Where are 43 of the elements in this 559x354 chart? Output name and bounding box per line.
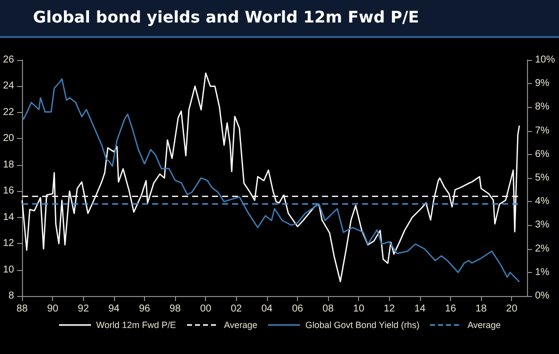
- y-tick-label: 8: [8, 290, 15, 302]
- y-tick-label: 18: [3, 159, 15, 170]
- y2-tick-label: 2%: [535, 243, 550, 254]
- y2-tick-label: 9%: [535, 78, 550, 90]
- x-tick-label: 08: [322, 304, 334, 314]
- y2-tick-label: 0%: [535, 290, 550, 302]
- x-tick-label: 98: [170, 304, 182, 314]
- x-tick-label: 16: [444, 304, 457, 314]
- x-tick-label: 88: [16, 304, 28, 314]
- chart-title: Global bond yields and World 12m Fwd P/E: [33, 8, 419, 26]
- x-tick-label: 12: [384, 304, 396, 314]
- y-tick-label: 16: [3, 186, 15, 197]
- y2-tick-label: 1%: [535, 266, 550, 278]
- y-tick-label: 14: [3, 212, 15, 223]
- y2-tick-label: 4%: [535, 196, 550, 208]
- y-tick-label: 12: [3, 238, 15, 250]
- x-tick-label: 96: [138, 304, 151, 314]
- x-tick-label: 20: [506, 304, 518, 314]
- x-tick-label: 10: [353, 304, 365, 314]
- x-tick-label: 90: [47, 304, 59, 314]
- x-tick-label: 06: [292, 304, 304, 314]
- x-tick-label: 92: [78, 304, 90, 314]
- y-tick-label: 10: [3, 264, 15, 276]
- legend-label: Average: [224, 320, 258, 330]
- x-tick-label: 94: [108, 304, 120, 314]
- y2-tick-label: 6%: [535, 148, 550, 160]
- y-tick-label: 22: [3, 106, 15, 118]
- y2-tick-label: 10%: [535, 54, 556, 66]
- y2-tick-label: 5%: [535, 172, 550, 184]
- y2-tick-label: 3%: [535, 220, 550, 231]
- x-tick-label: 02: [230, 304, 242, 314]
- y-tick-label: 20: [3, 133, 15, 144]
- x-tick-label: 14: [414, 304, 426, 314]
- x-tick-label: 00: [200, 304, 212, 314]
- y-tick-label: 26: [3, 54, 15, 66]
- legend-label: Average: [467, 320, 501, 330]
- x-tick-label: 18: [476, 304, 488, 314]
- legend-label: Global Govt Bond Yield (rhs): [305, 320, 420, 330]
- y2-tick-label: 7%: [535, 125, 550, 136]
- y2-tick-label: 8%: [535, 102, 550, 113]
- y-tick-label: 24: [3, 80, 15, 92]
- x-tick-label: 04: [261, 304, 273, 314]
- legend-label: World 12m Fwd P/E: [96, 320, 176, 330]
